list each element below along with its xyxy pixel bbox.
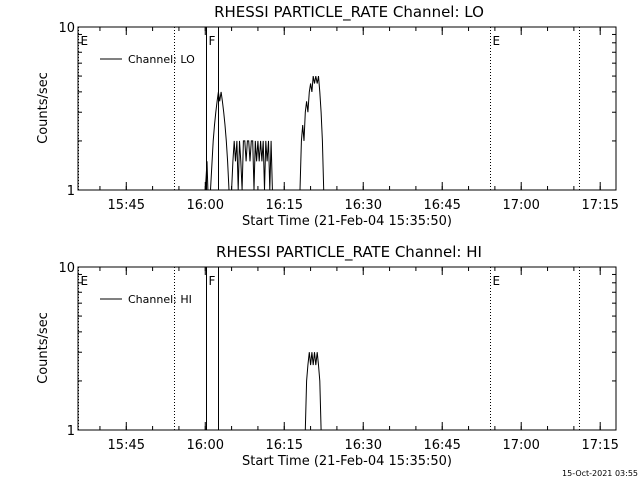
x-tick-label: 16:15: [266, 198, 303, 213]
x-tick-label: 15:45: [108, 198, 145, 213]
x-tick-label: 17:00: [502, 198, 539, 213]
plot-area: 15:45 16:00 16:15 16:30 16:45 17:00 17:15 1 10 E F…: [58, 261, 618, 453]
vertical-marker-label: E: [493, 34, 501, 48]
y-tick-label: 10: [58, 261, 75, 276]
x-tick-label: 16:15: [266, 438, 303, 453]
y-tick-label: 1: [67, 424, 75, 439]
x-tick-label: 17:15: [581, 198, 618, 213]
chart-panel-hi: RHESSI PARTICLE_RATE Channel: HI Counts/…: [36, 243, 619, 469]
chart-panel-lo: RHESSI PARTICLE_RATE Channel: LO Counts/…: [36, 3, 619, 229]
vertical-marker-label: F: [209, 274, 216, 288]
legend: Channel: LO: [100, 53, 195, 66]
vertical-marker-label: E: [81, 34, 89, 48]
chart-title: RHESSI PARTICLE_RATE Channel: LO: [214, 3, 484, 22]
series-line: [204, 76, 332, 191]
plot-area: 15:45 16:00 16:15 16:30 16:45 17:00 17:15 1 10 E F…: [58, 21, 618, 213]
x-tick-label: 16:00: [187, 198, 224, 213]
x-axis-label: Start Time (21-Feb-04 15:35:50): [242, 454, 452, 469]
x-tick-label: 16:30: [345, 438, 382, 453]
chart-title: RHESSI PARTICLE_RATE Channel: HI: [216, 243, 482, 262]
y-tick-label: 10: [58, 21, 75, 36]
x-tick-label: 16:45: [423, 438, 460, 453]
vertical-marker-label: F: [209, 34, 216, 48]
y-tick-label: 1: [67, 184, 75, 199]
x-tick-label: 16:30: [345, 198, 382, 213]
x-tick-label: 17:15: [581, 438, 618, 453]
vertical-marker-label: E: [493, 274, 501, 288]
x-tick-label: 17:00: [502, 438, 539, 453]
x-tick-label: 16:00: [187, 438, 224, 453]
legend-entry: Channel: HI: [128, 293, 192, 306]
y-axis-label: Counts/sec: [36, 312, 51, 384]
x-tick-label: 15:45: [108, 438, 145, 453]
legend-entry: Channel: LO: [128, 53, 195, 66]
x-axis-label: Start Time (21-Feb-04 15:35:50): [242, 214, 452, 229]
vertical-marker-label: E: [81, 274, 89, 288]
axes-frame: [77, 266, 617, 431]
legend: Channel: HI: [100, 293, 192, 306]
axes-frame: [77, 26, 617, 191]
timestamp: 15-Oct-2021 03:55: [562, 469, 638, 478]
series-line: [304, 352, 324, 431]
y-axis-label: Counts/sec: [36, 72, 51, 144]
x-tick-label: 16:45: [423, 198, 460, 213]
